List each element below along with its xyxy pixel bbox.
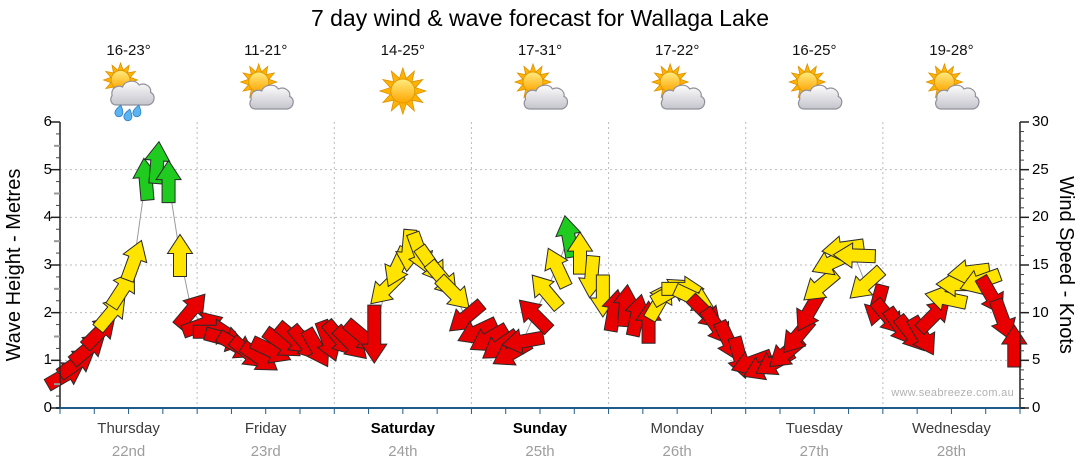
wind-arrow [531,274,565,313]
day-date-label: 26th [662,443,692,460]
right-axis-tick-label: 0 [1032,399,1041,416]
wind-arrow [518,299,555,336]
weather-icon-sun-cloud [239,62,294,110]
cloud-shape [935,84,980,110]
left-axis-tick-label: 2 [43,303,52,321]
wind-arrow [434,273,470,310]
day-date-label: 24th [388,443,418,460]
day-name-label: Saturday [370,420,435,437]
right-axis-tick-label: 15 [1032,256,1049,273]
page-title: 7 day wind & wave forecast for Wallaga L… [310,5,770,31]
weather-icon-sun-cloud [788,62,843,110]
left-axis-tick-label: 5 [43,160,52,178]
temp-range-label: 17-31° [517,42,563,59]
right-axis-tick-label: 20 [1032,208,1049,226]
temp-range-label: 17-22° [654,42,700,59]
day-name-label: Friday [244,420,287,437]
temp-range-label: 19-28° [929,42,974,59]
wind-arrow [924,284,969,312]
left-axis-tick-label: 1 [43,351,52,369]
weather-icon-sun-cloud [513,62,569,110]
raindrop-icon [123,108,133,122]
wind-arrow [501,328,546,355]
watermark: www.seabreeze.com.au [891,387,1014,399]
wind-arrow [832,241,877,269]
day-name-label: Tuesday [785,420,843,437]
day-date-label: 27th [799,443,829,460]
right-axis-tick-label: 30 [1032,113,1049,130]
wind-arrow [849,264,887,299]
cloud-shape [660,84,706,110]
right-axis-tick-label: 25 [1032,160,1049,178]
wind-arrow [105,270,135,311]
day-name-label: Wednesday [911,420,991,437]
day-date-label: 23rd [250,443,281,460]
raindrop-icon [132,104,142,118]
day-name-label: Sunday [512,420,568,437]
weather-icon-sun-cloud-rain [102,61,155,122]
day-name-label: Thursday [97,420,160,437]
sun-disc [390,78,416,104]
weather-icon-sun-cloud [650,62,706,110]
raindrop-icon [114,104,124,118]
wind-arrow [120,239,148,283]
cloud-shape [110,80,155,106]
day-date-label: 25th [525,443,555,460]
right-axis-tick-label: 10 [1032,303,1049,321]
temp-range-label: 14-25° [380,42,426,59]
right-axis-tick-label: 5 [1032,351,1041,369]
temp-range-label: 16-23° [106,42,151,59]
cloud-shape [523,84,569,110]
day-date-label: 28th [936,443,967,460]
wind-arrow [166,233,194,277]
wind-arrow [988,297,1016,341]
left-axis-tick-label: 0 [43,399,52,416]
left-axis-tick-label: 3 [43,256,52,273]
wind-arrow [360,304,388,365]
wind-arrow [155,159,182,204]
cloud-shape [797,84,843,110]
day-name-label: Monday [650,420,704,437]
cloud-shape [249,84,294,110]
temp-range-label: 16-25° [792,42,837,59]
left-axis-tick-label: 4 [43,208,52,226]
left-axis-tick-label: 6 [43,113,52,130]
wind-arrow [906,314,936,356]
weather-icon-sun-cloud [925,62,980,110]
weather-icon-sunny [378,66,428,116]
temp-range-label: 11-21° [244,42,288,59]
wind-arrow [544,247,573,290]
day-date-label: 22nd [111,443,146,460]
